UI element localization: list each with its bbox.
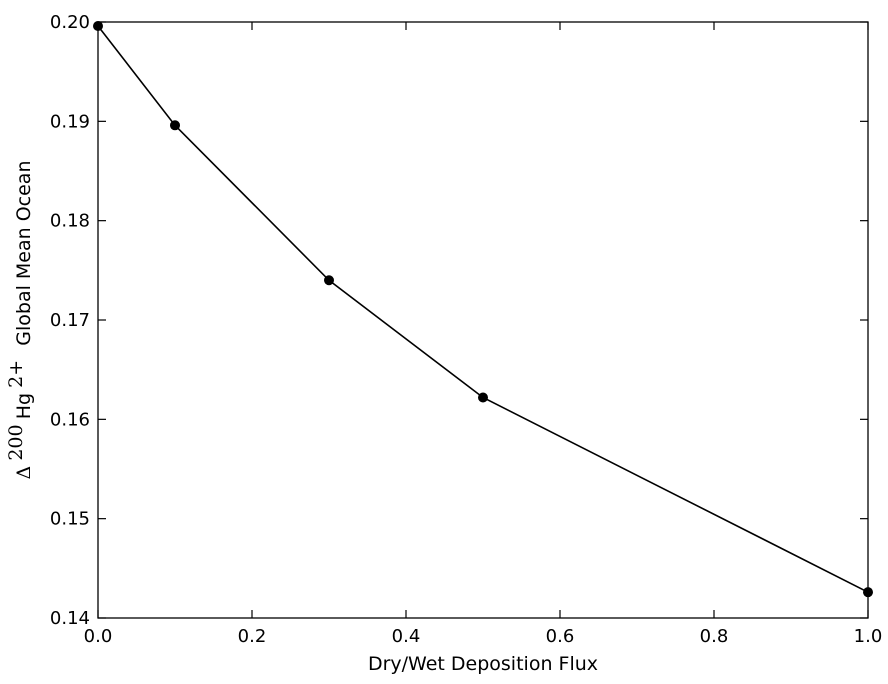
y-axis-label-element: Hg bbox=[13, 393, 35, 419]
y-tick-label: 0.17 bbox=[50, 310, 90, 331]
x-axis-label: Dry/Wet Deposition Flux bbox=[368, 653, 598, 675]
y-tick-label: 0.14 bbox=[50, 608, 90, 629]
x-tick-label: 0.2 bbox=[238, 626, 267, 647]
y-axis-label-rest: Global Mean Ocean bbox=[13, 161, 35, 346]
y-axis-label: Δ 200 Hg 2+ Global Mean Ocean bbox=[5, 161, 35, 480]
x-axis-ticks: 0.0 0.2 0.4 0.6 0.8 1.0 bbox=[84, 22, 883, 647]
y-tick-label: 0.20 bbox=[50, 12, 90, 33]
y-tick-label: 0.19 bbox=[50, 111, 90, 132]
y-axis-label-delta: Δ bbox=[13, 466, 35, 480]
data-point bbox=[170, 120, 180, 131]
x-tick-label: 0.0 bbox=[84, 626, 113, 647]
x-tick-label: 1.0 bbox=[854, 626, 883, 647]
y-axis-label-mass-number: 200 bbox=[5, 424, 27, 460]
x-tick-label: 0.4 bbox=[392, 626, 421, 647]
y-tick-label: 0.18 bbox=[50, 211, 90, 232]
y-tick-label: 0.16 bbox=[50, 409, 90, 430]
data-point bbox=[324, 275, 334, 286]
x-tick-label: 0.6 bbox=[546, 626, 575, 647]
plot-area-frame bbox=[97, 21, 869, 619]
data-point bbox=[478, 392, 488, 403]
y-tick-label: 0.15 bbox=[50, 509, 90, 530]
y-axis-label-charge: 2+ bbox=[5, 360, 27, 388]
x-tick-label: 0.8 bbox=[700, 626, 729, 647]
